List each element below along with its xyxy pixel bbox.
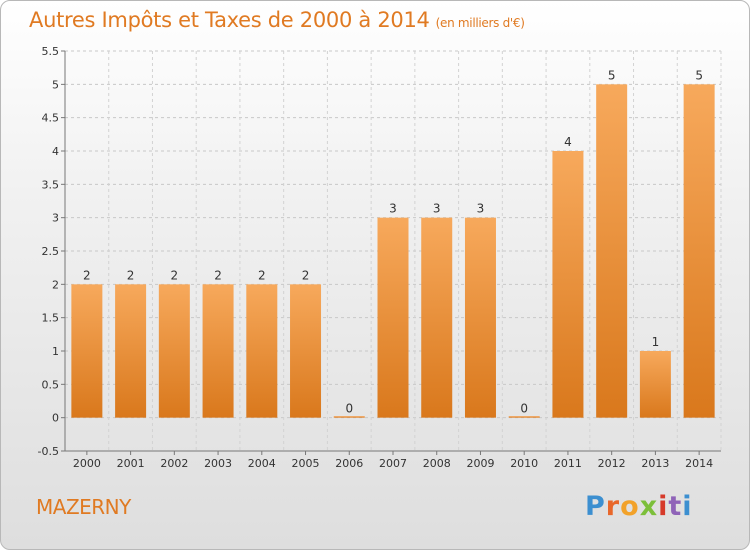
commune-name: MAZERNY bbox=[36, 495, 131, 519]
y-tick-label: 5.5 bbox=[42, 45, 60, 58]
x-tick-label: 2005 bbox=[292, 457, 320, 470]
bar-value-label: 1 bbox=[652, 335, 660, 349]
bar-value-label: 0 bbox=[345, 402, 353, 416]
y-tick-label: 2 bbox=[52, 278, 59, 291]
bar bbox=[421, 217, 453, 418]
y-tick-label: 4.5 bbox=[42, 112, 60, 125]
bars bbox=[71, 84, 715, 418]
x-tick-label: 2014 bbox=[685, 457, 713, 470]
x-tick-label: 2001 bbox=[117, 457, 145, 470]
bar-value-label: 3 bbox=[433, 202, 441, 216]
bar-value-label: 2 bbox=[83, 268, 91, 282]
bar bbox=[639, 351, 671, 418]
bar bbox=[71, 284, 103, 418]
y-tick-label: -0.5 bbox=[38, 445, 59, 458]
x-tick-label: 2012 bbox=[598, 457, 626, 470]
logo-letter: i bbox=[682, 491, 693, 522]
bar bbox=[202, 284, 234, 418]
bar bbox=[552, 151, 584, 418]
x-tick-label: 2013 bbox=[641, 457, 669, 470]
labels: -0.500.511.522.533.544.555.5220002200122… bbox=[38, 45, 714, 470]
bar-value-label: 3 bbox=[389, 202, 397, 216]
bar bbox=[464, 217, 496, 418]
x-tick-label: 2007 bbox=[379, 457, 407, 470]
logo-letter: x bbox=[639, 491, 659, 522]
y-tick-label: 4 bbox=[52, 145, 59, 158]
chart-title: Autres Impôts et Taxes de 2000 à 2014 (en… bbox=[29, 8, 525, 32]
logo-letter: o bbox=[620, 491, 640, 522]
y-tick-label: 1.5 bbox=[42, 312, 60, 325]
bar-value-label: 5 bbox=[608, 68, 616, 82]
bar bbox=[158, 284, 190, 418]
bar bbox=[508, 416, 540, 418]
x-tick-label: 2002 bbox=[160, 457, 188, 470]
y-tick-label: 0 bbox=[52, 412, 59, 425]
y-tick-label: 3.5 bbox=[42, 178, 60, 191]
y-tick-label: 0.5 bbox=[42, 378, 60, 391]
bar-value-label: 2 bbox=[258, 268, 266, 282]
bar-value-label: 0 bbox=[520, 402, 528, 416]
bar bbox=[246, 284, 278, 418]
x-tick-label: 2010 bbox=[510, 457, 538, 470]
bar-value-label: 4 bbox=[564, 135, 572, 149]
bar bbox=[683, 84, 715, 418]
bar-value-label: 2 bbox=[171, 268, 179, 282]
axes bbox=[61, 50, 721, 455]
y-tick-label: 3 bbox=[52, 212, 59, 225]
bar bbox=[596, 84, 628, 418]
logo-letter: P bbox=[585, 491, 606, 522]
chart-title-main: Autres Impôts et Taxes de 2000 à 2014 bbox=[29, 8, 430, 32]
x-tick-label: 2003 bbox=[204, 457, 232, 470]
x-tick-label: 2011 bbox=[554, 457, 582, 470]
bar bbox=[290, 284, 322, 418]
bar-value-label: 2 bbox=[127, 268, 135, 282]
x-tick-label: 2009 bbox=[466, 457, 494, 470]
logo-letter: t bbox=[668, 491, 683, 522]
logo-letter: i bbox=[658, 491, 669, 522]
bar-value-label: 5 bbox=[695, 68, 703, 82]
bar bbox=[333, 416, 365, 418]
y-tick-label: 2.5 bbox=[42, 245, 60, 258]
y-tick-label: 1 bbox=[52, 345, 59, 358]
bar-value-label: 2 bbox=[302, 268, 310, 282]
bar-value-label: 2 bbox=[214, 268, 222, 282]
bar bbox=[377, 217, 409, 418]
logo-letter: r bbox=[605, 491, 621, 522]
x-tick-label: 2000 bbox=[73, 457, 101, 470]
x-tick-label: 2008 bbox=[423, 457, 451, 470]
bar-value-label: 3 bbox=[477, 202, 485, 216]
chart-title-unit: (en milliers d'€) bbox=[435, 16, 525, 30]
bar bbox=[115, 284, 147, 418]
x-tick-label: 2006 bbox=[335, 457, 363, 470]
proxiti-logo: Proxiti bbox=[585, 491, 693, 522]
x-tick-label: 2004 bbox=[248, 457, 276, 470]
y-tick-label: 5 bbox=[52, 78, 59, 91]
